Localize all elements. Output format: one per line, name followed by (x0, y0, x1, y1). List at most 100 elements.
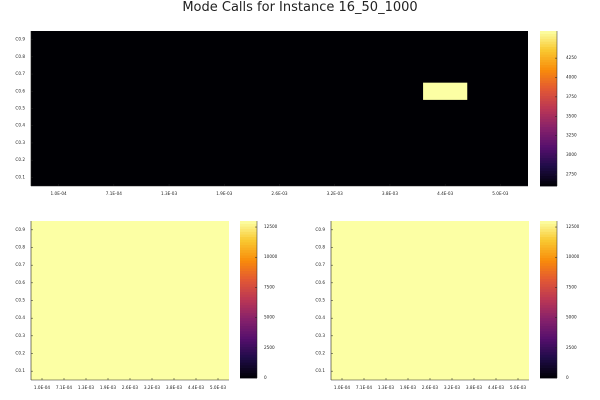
colorbar-tick-label: 0 (264, 375, 267, 380)
y-tick-label: C0.8 (315, 245, 325, 250)
colorbar-segment (540, 95, 557, 99)
colorbar-segment (540, 333, 557, 337)
colorbar-segment (540, 178, 557, 182)
colorbar-segment (540, 346, 557, 350)
colorbar-segment (540, 142, 557, 146)
x-tick-label: 3.2E-03 (327, 191, 343, 196)
colorbar-segment (540, 312, 557, 316)
colorbar-segment (240, 289, 257, 293)
colorbar-segment (540, 131, 557, 135)
colorbar-segment (240, 359, 257, 363)
colorbar-segment (240, 265, 257, 269)
colorbar-segment (540, 152, 557, 156)
y-tick-label: C0.5 (15, 106, 25, 111)
colorbar-segment (540, 38, 557, 42)
y-tick-label: C0.1 (15, 368, 25, 373)
colorbar-segment (240, 309, 257, 313)
colorbar-tick-label: 7500 (264, 284, 275, 289)
x-tick-label: 1.0E-04 (34, 385, 50, 390)
y-tick-label: C0.5 (15, 298, 25, 303)
x-tick-label: 5.0E-03 (210, 385, 226, 390)
colorbar-tick-label: 10000 (566, 254, 580, 259)
colorbar-segment (540, 351, 557, 355)
colorbar-segment (540, 275, 557, 279)
y-tick-label: C0.3 (15, 333, 25, 338)
colorbar-segment (540, 325, 557, 329)
colorbar-segment (240, 273, 257, 277)
colorbar-segment (240, 268, 257, 272)
y-tick-label: C0.6 (15, 88, 25, 93)
x-tick-label: 1.9E-03 (400, 385, 416, 390)
colorbar-segment (540, 100, 557, 104)
colorbar-tick-label: 12500 (264, 224, 278, 229)
colorbar-segment (540, 236, 557, 240)
y-tick-label: C0.2 (15, 157, 25, 162)
colorbar-segment (540, 349, 557, 353)
colorbar-segment (240, 257, 257, 261)
colorbar-segment (540, 157, 557, 161)
colorbar-segment (540, 183, 557, 187)
colorbar-segment (240, 307, 257, 311)
colorbar-tick-label: 7500 (566, 284, 577, 289)
x-tick-label: 5.0E-03 (510, 385, 526, 390)
colorbar-segment (540, 341, 557, 345)
colorbar-segment (240, 333, 257, 337)
colorbar-tick-label: 0 (566, 375, 569, 380)
x-tick-label: 1.0E-04 (334, 385, 350, 390)
colorbar-segment (540, 80, 557, 84)
colorbar-segment (540, 299, 557, 303)
colorbar-segment (540, 160, 557, 164)
colorbar-segment (240, 362, 257, 366)
colorbar-segment (240, 226, 257, 230)
heatmap-cell-highlight (423, 82, 468, 100)
colorbar-segment (240, 349, 257, 353)
colorbar-segment (540, 90, 557, 94)
colorbar-segment (540, 85, 557, 89)
colorbar-segment (240, 364, 257, 368)
colorbar-segment (240, 315, 257, 319)
colorbar-segment (540, 372, 557, 376)
colorbar-segment (540, 64, 557, 68)
colorbar-segment (540, 364, 557, 368)
colorbar-segment (540, 113, 557, 117)
colorbar-segment (240, 234, 257, 238)
colorbar-segment (240, 312, 257, 316)
x-tick-label: 3.8E-03 (166, 385, 182, 390)
heatmap-field (31, 221, 229, 380)
x-tick-label: 7.1E-04 (106, 191, 122, 196)
y-tick-label: C0.4 (15, 123, 25, 128)
colorbar-segment (540, 252, 557, 256)
y-tick-label: C0.9 (15, 37, 25, 42)
y-tick-label: C0.4 (15, 315, 25, 320)
x-tick-label: 4.4E-03 (488, 385, 504, 390)
colorbar-segment (540, 260, 557, 264)
colorbar-segment (540, 69, 557, 73)
colorbar-segment (240, 341, 257, 345)
x-tick-label: 1.9E-03 (216, 191, 232, 196)
colorbar-segment (240, 375, 257, 379)
colorbar-segment (540, 72, 557, 76)
colorbar-segment (540, 111, 557, 115)
colorbar-segment (540, 320, 557, 324)
colorbar-segment (540, 49, 557, 53)
x-tick-label: 1.3E-03 (378, 385, 394, 390)
x-tick-label: 2.6E-03 (122, 385, 138, 390)
y-tick-label: C0.1 (315, 368, 325, 373)
colorbar-segment (540, 221, 557, 225)
x-tick-label: 4.4E-03 (188, 385, 204, 390)
colorbar-segment (540, 43, 557, 47)
y-tick-label: C0.4 (315, 315, 325, 320)
x-tick-label: 5.0E-03 (492, 191, 508, 196)
colorbar-segment (240, 330, 257, 334)
colorbar-segment (540, 82, 557, 86)
colorbar-segment (540, 167, 557, 171)
colorbar-segment (240, 270, 257, 274)
x-tick-label: 1.9E-03 (100, 385, 116, 390)
colorbar-segment (540, 330, 557, 334)
colorbar-segment (240, 357, 257, 361)
colorbar-segment (540, 77, 557, 81)
colorbar-segment (540, 162, 557, 166)
x-tick-label: 3.2E-03 (444, 385, 460, 390)
colorbar-segment (540, 51, 557, 55)
colorbar-segment (240, 328, 257, 332)
